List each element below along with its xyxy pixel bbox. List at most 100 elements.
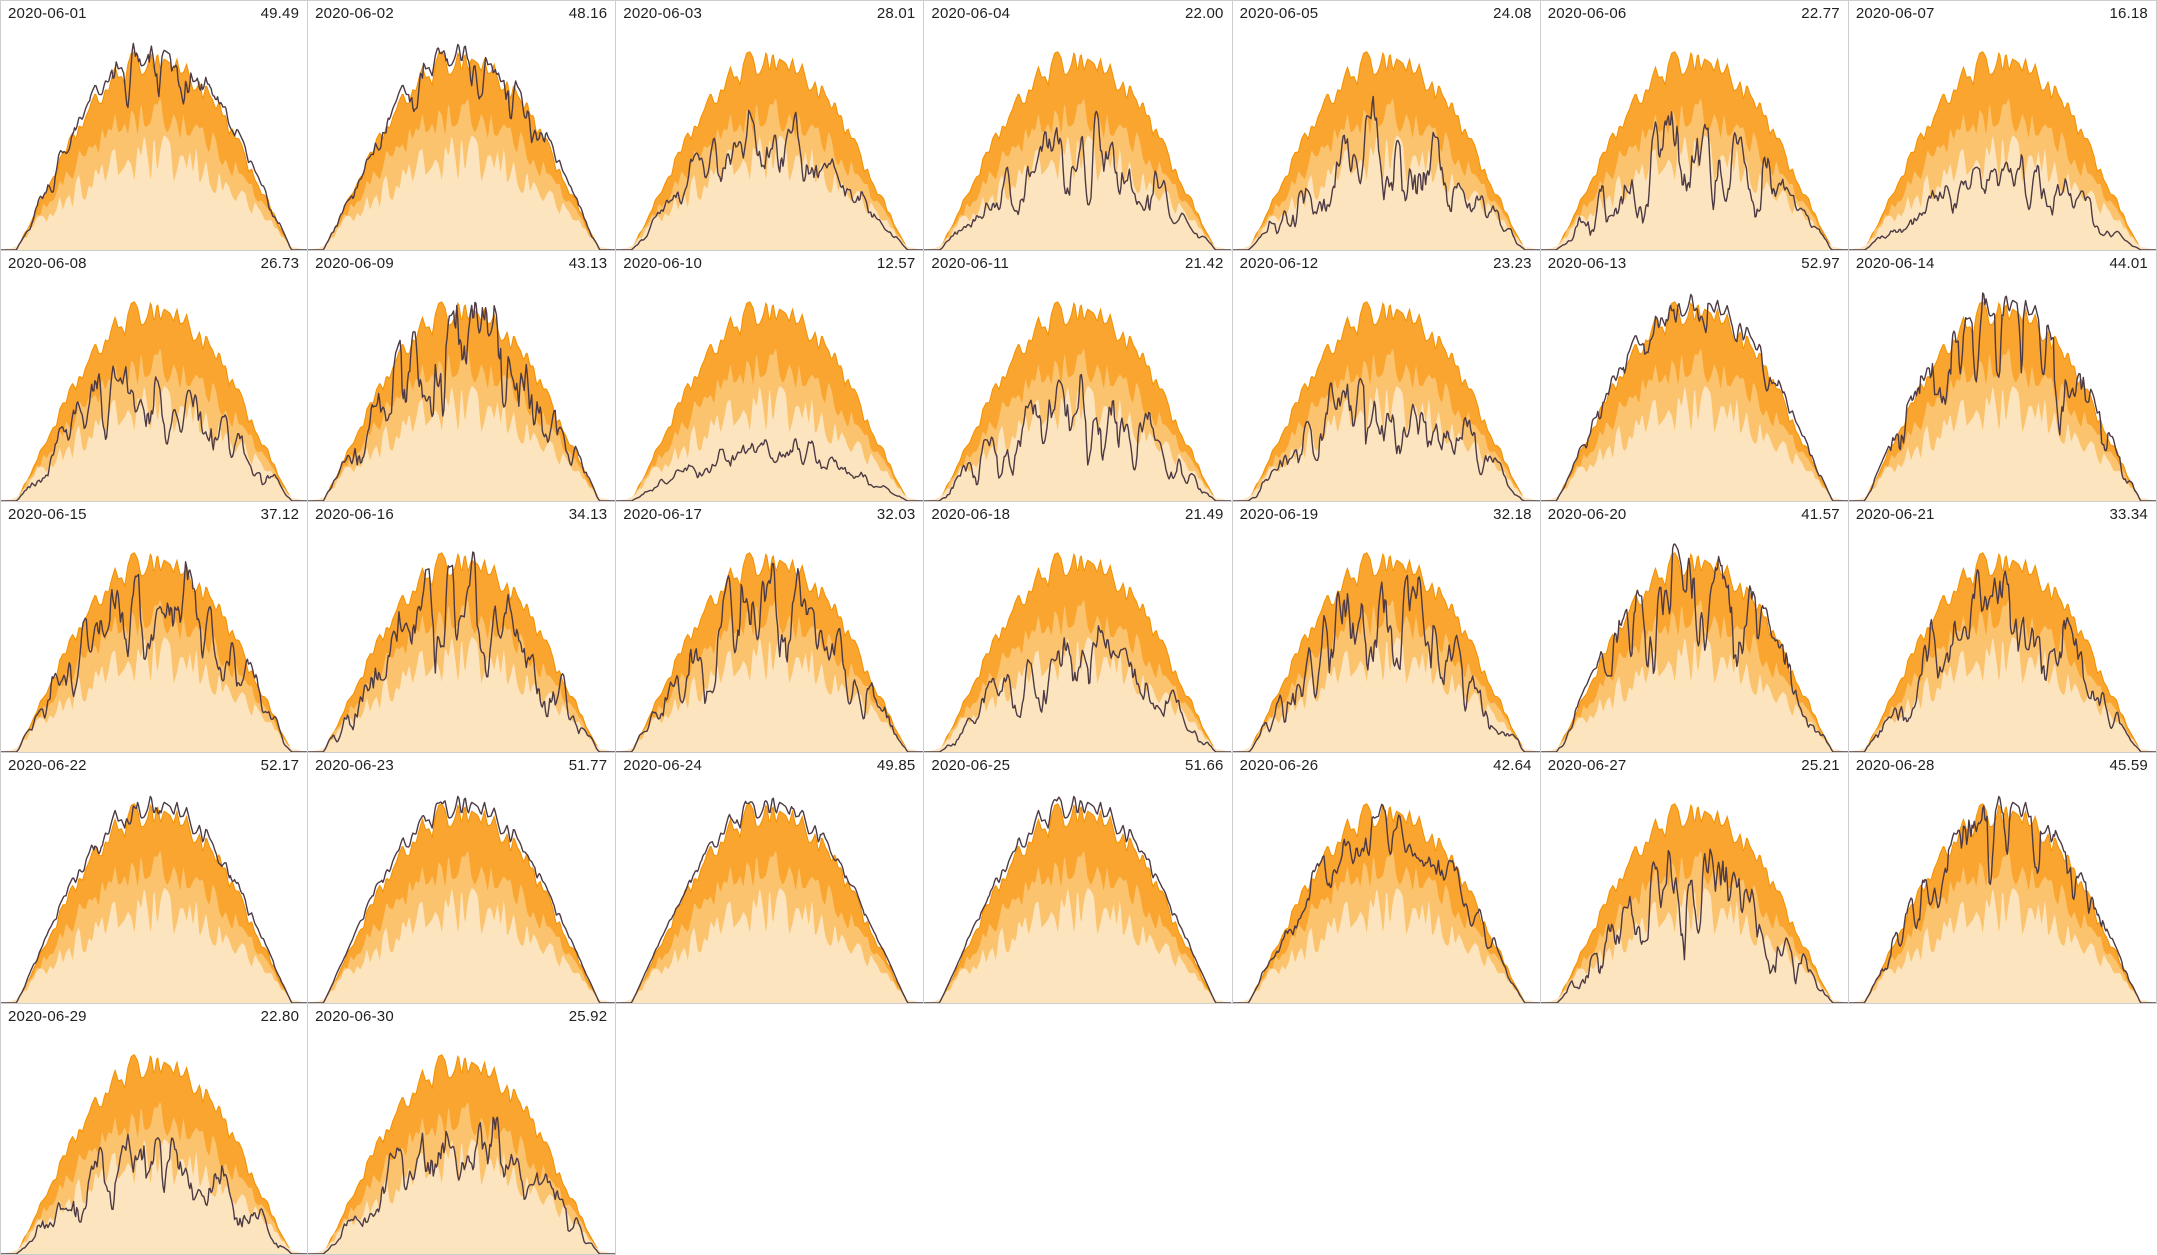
daily-production-line (1540, 293, 1848, 501)
date-label: 2020-06-02 (315, 5, 394, 22)
day-panel-2020-06-05: 2020-06-05 24.08 (1232, 0, 1541, 251)
daily-total-value: 52.97 (1801, 255, 1840, 272)
date-label: 2020-06-03 (623, 5, 703, 22)
date-label: 2020-06-20 (1547, 506, 1627, 523)
day-panel-2020-06-17: 2020-06-17 32.03 (616, 502, 925, 753)
date-label: 2020-06-06 (1547, 5, 1627, 22)
envelope-inner-low-area (1, 636, 308, 752)
panel-header: 2020-06-16 34.13 (308, 502, 615, 531)
production-envelope-chart (1, 795, 308, 1003)
day-panel-2020-06-09: 2020-06-09 43.13 (308, 251, 617, 502)
daily-total-value: 32.18 (1493, 506, 1532, 523)
date-label: 2020-06-27 (1547, 757, 1627, 774)
panel-header: 2020-06-27 25.21 (1541, 753, 1848, 782)
day-panel-2020-06-02: 2020-06-02 48.16 (308, 0, 617, 251)
envelope-inner-low-area (1848, 385, 2156, 501)
daily-production-line (1540, 111, 1848, 250)
panel-header: 2020-06-01 49.49 (1, 1, 307, 30)
production-envelope-chart (308, 1054, 616, 1254)
daily-total-value: 45.59 (2109, 757, 2148, 774)
day-panel-2020-06-24: 2020-06-24 49.85 (616, 753, 925, 1004)
panel-header: 2020-06-12 23.23 (1233, 251, 1540, 280)
daily-production-line (1, 42, 308, 250)
day-panel-2020-06-15: 2020-06-15 37.12 (0, 502, 309, 753)
production-envelope-chart (1232, 803, 1540, 1003)
production-envelope-chart (1, 42, 308, 250)
production-envelope-chart (1540, 803, 1848, 1003)
daily-production-line (308, 795, 616, 1003)
day-panel-2020-06-11: 2020-06-11 21.42 (924, 251, 1233, 502)
date-label: 2020-06-15 (8, 506, 87, 523)
date-label: 2020-06-22 (8, 757, 87, 774)
daily-production-line (1232, 574, 1540, 752)
day-panel-2020-06-12: 2020-06-12 23.23 (1232, 251, 1541, 502)
envelope-inner-low-area (308, 385, 616, 501)
production-envelope-chart (308, 551, 616, 752)
panel-header: 2020-06-08 26.73 (1, 251, 307, 280)
envelope-inner-low-area (1848, 135, 2156, 250)
production-envelope-chart (616, 797, 924, 1003)
day-panel-2020-06-03: 2020-06-03 28.01 (616, 0, 925, 251)
daily-production-line (616, 438, 924, 501)
envelope-inner-low-area (1, 135, 308, 250)
daily-total-value: 23.23 (1493, 255, 1532, 272)
panel-header: 2020-06-09 43.13 (308, 251, 615, 280)
date-label: 2020-06-19 (1239, 506, 1319, 523)
day-panel-2020-06-22: 2020-06-22 52.17 (0, 753, 309, 1004)
production-envelope-chart (1, 1054, 308, 1254)
day-panel-2020-06-23: 2020-06-23 51.77 (308, 753, 617, 1004)
production-envelope-chart (616, 552, 924, 752)
panel-header: 2020-06-11 21.42 (924, 251, 1231, 280)
production-envelope-chart (1, 552, 308, 752)
date-label: 2020-06-10 (623, 255, 703, 272)
daily-production-line (1848, 154, 2156, 250)
daily-production-line (924, 625, 1232, 752)
daily-total-value: 49.85 (876, 757, 916, 774)
day-panel-2020-06-27: 2020-06-27 25.21 (1540, 753, 1849, 1004)
day-panel-2020-06-28: 2020-06-28 45.59 (1848, 753, 2157, 1004)
daily-production-line (1848, 568, 2156, 752)
date-label: 2020-06-08 (8, 255, 87, 272)
daily-total-value: 28.01 (876, 5, 916, 22)
daily-total-value: 32.03 (876, 506, 916, 523)
date-label: 2020-06-14 (1855, 255, 1935, 272)
day-panel-2020-06-04: 2020-06-04 22.00 (924, 0, 1233, 251)
production-envelope-chart (1540, 51, 1848, 250)
envelope-inner-low-area (1, 887, 308, 1003)
panel-header: 2020-06-29 22.80 (1, 1004, 307, 1033)
daily-total-value: 51.66 (1185, 757, 1224, 774)
daily-total-value: 16.18 (2109, 5, 2148, 22)
day-panel-2020-06-29: 2020-06-29 22.80 (0, 1004, 309, 1255)
panel-header: 2020-06-06 22.77 (1541, 1, 1848, 30)
day-panel-2020-06-26: 2020-06-26 42.64 (1232, 753, 1541, 1004)
day-panel-2020-06-14: 2020-06-14 44.01 (1848, 251, 2157, 502)
panel-header: 2020-06-25 51.66 (924, 753, 1231, 782)
envelope-inner-low-area (1232, 887, 1540, 1003)
production-envelope-chart (1232, 552, 1540, 752)
envelope-inner-low-area (924, 636, 1232, 752)
panel-header: 2020-06-26 42.64 (1233, 753, 1540, 782)
panel-header: 2020-06-02 48.16 (308, 1, 615, 30)
daily-total-value: 21.49 (1185, 506, 1224, 523)
production-envelope-chart (924, 51, 1232, 250)
daily-total-value: 42.64 (1493, 757, 1532, 774)
daily-total-value: 24.08 (1493, 5, 1532, 22)
daily-total-value: 37.12 (260, 506, 300, 523)
day-panel-2020-06-06: 2020-06-06 22.77 (1540, 0, 1849, 251)
daily-production-line (1540, 848, 1848, 1003)
production-envelope-chart (1540, 543, 1848, 752)
production-envelope-chart (1, 301, 308, 501)
day-panel-2020-06-10: 2020-06-10 12.57 (616, 251, 925, 502)
envelope-inner-low-area (924, 887, 1232, 1003)
day-panel-2020-06-07: 2020-06-07 16.18 (1848, 0, 2157, 251)
date-label: 2020-06-23 (315, 757, 394, 774)
panel-header: 2020-06-18 21.49 (924, 502, 1231, 531)
panel-header: 2020-06-04 22.00 (924, 1, 1231, 30)
date-label: 2020-06-24 (623, 757, 703, 774)
envelope-inner-low-area (308, 887, 616, 1003)
daily-total-value: 21.42 (1185, 255, 1224, 272)
daily-production-line (924, 795, 1232, 1003)
daily-production-line (1232, 803, 1540, 1003)
envelope-inner-low-area (1540, 636, 1848, 752)
